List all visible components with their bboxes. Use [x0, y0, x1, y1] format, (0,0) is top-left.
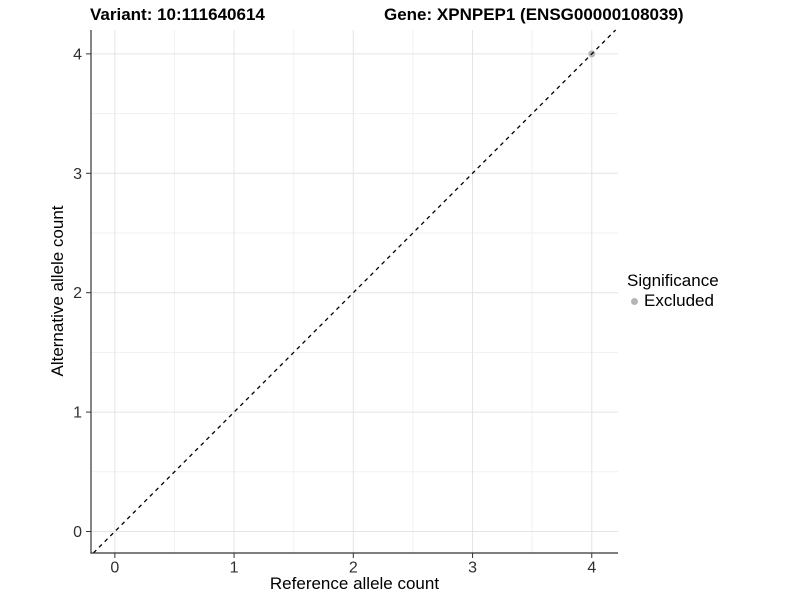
x-tick-label: 2: [349, 560, 358, 577]
y-tick-label: 1: [73, 405, 82, 422]
y-tick-label: 2: [73, 285, 82, 302]
excluded-point-icon: [631, 297, 638, 305]
identity-reference-line: [92, 29, 617, 554]
variant-title: Variant: 10:111640614: [90, 5, 265, 24]
y-axis-title: Alternative allele count: [48, 205, 67, 377]
x-tick-label: 4: [587, 560, 596, 577]
y-tick-label: 4: [73, 46, 82, 63]
legend-title: Significance: [627, 271, 719, 290]
y-tick-label: 0: [73, 524, 82, 541]
x-axis-title: Reference allele count: [269, 574, 440, 593]
legend-item-label: Excluded: [644, 291, 714, 310]
legend-item-excluded: Excluded: [627, 292, 719, 310]
y-tick-label: 3: [73, 166, 82, 183]
gene-title: Gene: XPNPEP1 (ENSG00000108039): [384, 5, 684, 24]
x-tick-label: 1: [230, 560, 239, 577]
legend: Significance Excluded: [627, 271, 719, 310]
x-tick-label: 3: [468, 560, 477, 577]
x-tick-label: 0: [110, 560, 119, 577]
